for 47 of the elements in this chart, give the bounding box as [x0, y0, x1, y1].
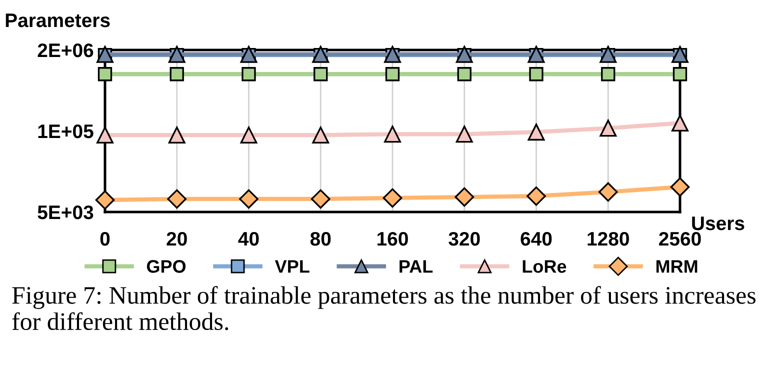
- point: [454, 187, 474, 207]
- point: [600, 120, 617, 137]
- point: [240, 126, 258, 144]
- point: [170, 67, 184, 82]
- y-tick-label: 2E+06: [38, 43, 94, 58]
- point: [528, 124, 545, 141]
- point: [672, 114, 688, 132]
- point: [382, 188, 402, 208]
- point: [95, 190, 115, 210]
- point: [314, 67, 328, 82]
- legend-label: VPL: [274, 260, 310, 273]
- point: [526, 186, 546, 206]
- legend-label: MRM: [656, 260, 698, 273]
- x-tick-label: 80: [310, 232, 331, 246]
- x-tick-label: 320: [448, 232, 480, 246]
- x-tick-label: 640: [520, 232, 552, 246]
- point: [601, 67, 616, 82]
- x-tick-label: 0: [100, 232, 110, 246]
- legend-label: LoRe: [522, 260, 566, 273]
- point: [385, 67, 400, 82]
- y-axis-title: Parameters: [6, 14, 110, 28]
- point: [239, 189, 258, 209]
- point: [310, 189, 330, 209]
- caption: Figure 7: Number of trainable parameters as the number of users increases for different methods.: [12, 286, 756, 330]
- x-tick-label: 20: [166, 232, 187, 246]
- point: [384, 126, 401, 143]
- legend-label: PAL: [400, 260, 433, 273]
- x-tick-label: 1280: [588, 232, 629, 246]
- point: [529, 67, 544, 82]
- point: [670, 177, 690, 197]
- point: [598, 182, 618, 202]
- y-tick-label: 5E+03: [38, 205, 94, 220]
- point: [242, 67, 256, 82]
- point: [312, 126, 330, 144]
- y-tick-label: 1E+05: [38, 124, 94, 138]
- point: [96, 126, 114, 144]
- x-tick-label: 2560: [659, 232, 701, 246]
- x-axis-title: Users: [692, 216, 744, 230]
- point: [168, 126, 186, 144]
- point: [672, 67, 688, 82]
- x-tick-label: 160: [378, 232, 408, 246]
- point: [457, 67, 472, 82]
- x-tick-label: 40: [238, 232, 259, 246]
- point: [456, 126, 473, 143]
- point: [98, 67, 112, 82]
- point: [167, 189, 187, 209]
- legend-label: GPO: [146, 260, 186, 273]
